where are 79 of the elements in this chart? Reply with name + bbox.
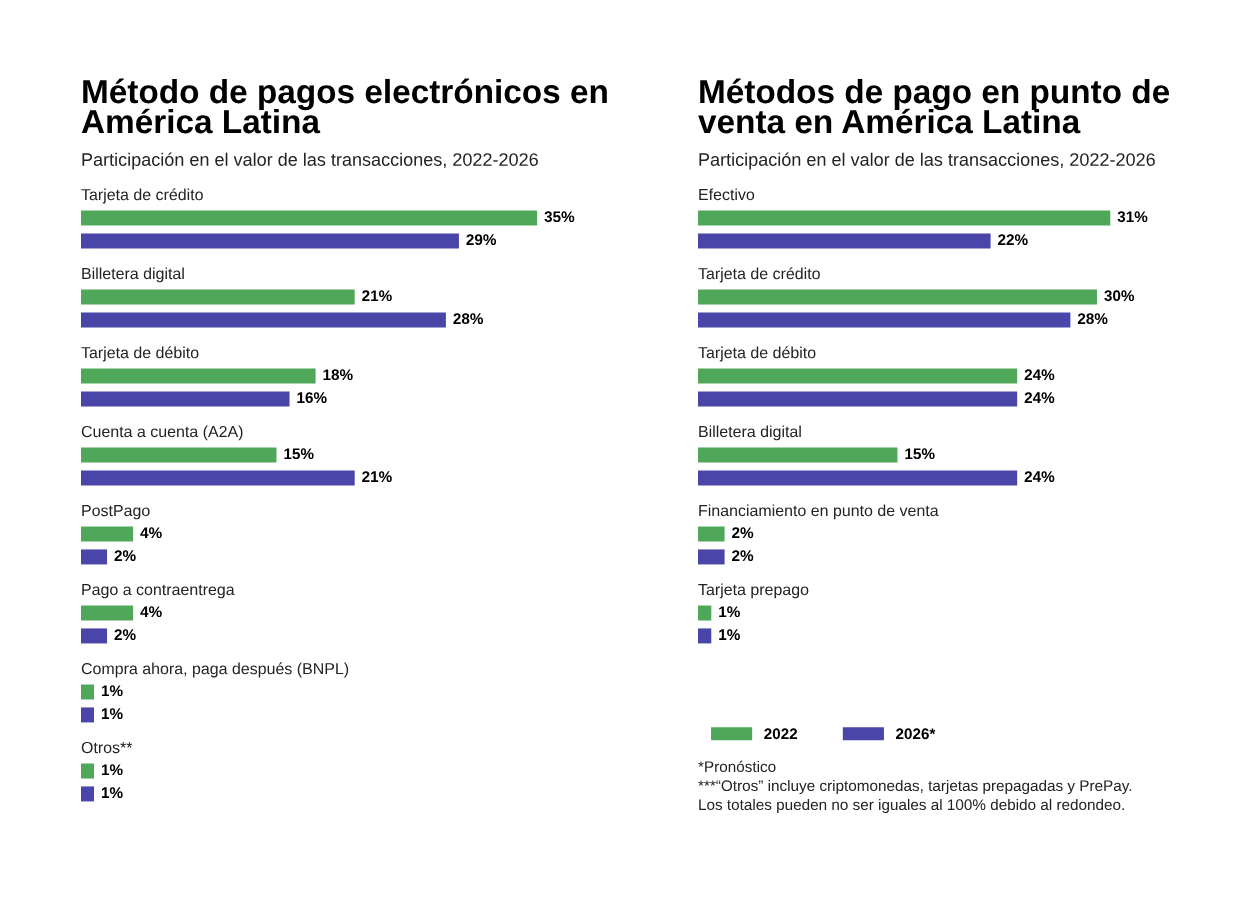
data-label: 35% [544, 211, 575, 223]
chart-subtitle: Participación en el valor de las transacciones, 2022-2026 [82, 152, 538, 170]
data-label: 24% [1024, 369, 1055, 381]
text: *Pronóstico [698, 760, 776, 773]
bar [81, 391, 290, 407]
bar [81, 312, 446, 328]
data-label: 16% [297, 392, 327, 404]
y-tick-label: Tarjeta de crédito [698, 267, 820, 283]
y-tick-label: Otros** [81, 741, 133, 754]
y-tick-label: Cuenta a cuenta (A2A) [81, 425, 243, 441]
data-label: 28% [453, 313, 484, 325]
legend-label: 2022 [764, 728, 798, 740]
bar [81, 549, 108, 565]
bar [698, 549, 725, 565]
data-label: 1% [719, 606, 740, 618]
bar [81, 786, 95, 802]
bar [698, 628, 712, 644]
y-tick-label: Pago a contraentrega [82, 584, 235, 599]
data-label: 4% [140, 606, 162, 618]
data-label: 22% [998, 234, 1028, 245]
data-label: 4% [140, 527, 162, 539]
bar [81, 526, 134, 542]
data-label: 21% [362, 290, 392, 302]
data-label: 2% [732, 550, 754, 561]
bar [698, 391, 1018, 407]
data-label: 15% [905, 448, 935, 460]
bar [698, 368, 1018, 384]
bar [81, 447, 277, 463]
data-label: 1% [719, 629, 740, 640]
bar [698, 447, 898, 463]
data-label: 18% [323, 369, 353, 381]
bar [698, 526, 725, 542]
bar [81, 763, 95, 779]
chart-subtitle: Participación en el valor de las transacciones, 2022-2026 [699, 152, 1155, 170]
data-label: 29% [466, 234, 497, 246]
data-label: 31% [1117, 211, 1148, 223]
bar [698, 210, 1111, 226]
data-label: 24% [1024, 392, 1055, 403]
y-tick-label: PostPago [82, 505, 150, 520]
data-label: 24% [1024, 471, 1055, 482]
bar [81, 684, 95, 700]
bar [81, 470, 355, 486]
data-label: 2% [114, 550, 136, 561]
data-label: 28% [1077, 313, 1108, 325]
y-tick-label: Financiamiento en punto de venta [699, 504, 939, 520]
y-tick-label: Billetera digital [699, 425, 801, 441]
bar [81, 289, 355, 305]
bar [81, 707, 95, 723]
data-label: 2% [732, 527, 754, 539]
y-tick-label: Tarjeta de crédito [81, 188, 203, 204]
bar [81, 605, 134, 621]
data-label: 1% [101, 787, 123, 798]
bar [81, 233, 459, 249]
bar [81, 210, 538, 226]
y-tick-label: Tarjeta de débito [698, 346, 816, 362]
data-label: 1% [101, 708, 123, 719]
bar [698, 289, 1097, 305]
chart-title: Método de pagos electrónicos en América Latina [81, 78, 607, 134]
bar [698, 233, 991, 249]
bar [698, 312, 1071, 328]
bar [698, 605, 712, 621]
y-tick-label: Compra ahora, paga después (BNPL) [81, 662, 349, 678]
bar [81, 368, 316, 384]
text: Los totales pueden no ser iguales al 100% debido al redondeo. [699, 798, 1124, 814]
data-label: 21% [362, 471, 392, 482]
chart-title: Métodos de pago en punto de venta en América Latina [698, 78, 1170, 134]
data-label: 15% [284, 448, 314, 460]
data-label: 1% [101, 685, 123, 697]
y-tick-label: Tarjeta de débito [81, 346, 199, 362]
data-label: 30% [1104, 290, 1135, 302]
bar [698, 470, 1018, 486]
data-label: 2% [114, 629, 136, 640]
y-tick-label: Tarjeta prepago [698, 583, 809, 599]
bar [81, 628, 108, 644]
y-tick-label: Billetera digital [82, 267, 184, 283]
legend-label: 2026* [895, 728, 936, 740]
y-tick-label: Efectivo [699, 188, 755, 201]
text: ***“Otros” incluye criptomonedas, tarjetas prepagadas y PrePay. [698, 779, 1132, 795]
data-label: 1% [101, 764, 123, 776]
